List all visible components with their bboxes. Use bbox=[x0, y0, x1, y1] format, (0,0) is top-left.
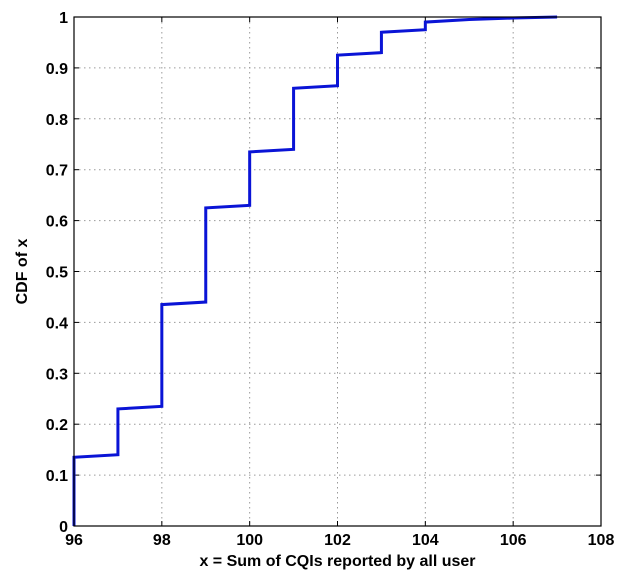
y-tick-label: 0.2 bbox=[46, 417, 68, 434]
y-tick-label: 0.6 bbox=[46, 214, 68, 231]
x-tick-label: 100 bbox=[236, 532, 263, 549]
y-tick-label: 0.3 bbox=[46, 366, 68, 383]
y-tick-label: 0.5 bbox=[46, 265, 68, 282]
y-axis-label: CDF of x bbox=[14, 239, 31, 305]
x-tick-label: 108 bbox=[588, 532, 615, 549]
y-tick-label: 1 bbox=[59, 10, 68, 27]
x-tick-label: 104 bbox=[412, 532, 439, 549]
plot-background bbox=[74, 17, 601, 526]
x-axis-label: x = Sum of CQIs reported by all user bbox=[199, 553, 475, 570]
y-tick-label: 0.9 bbox=[46, 61, 68, 78]
y-tick-label: 0.7 bbox=[46, 163, 68, 180]
series-layer bbox=[72, 15, 558, 526]
x-tick-label: 98 bbox=[153, 532, 171, 549]
y-tick-label: 0 bbox=[59, 519, 68, 536]
x-tick-label: 106 bbox=[500, 532, 527, 549]
y-tick-label: 0.1 bbox=[46, 468, 68, 485]
tick-labels: 96 98 100 102 104 106 108 0 0.1 0.2 0.3 0.4 0.5 0.6 0.… bbox=[46, 10, 615, 549]
x-tick-label: 96 bbox=[65, 532, 83, 549]
axes-frame bbox=[73, 16, 602, 527]
x-tick-label: 102 bbox=[324, 532, 351, 549]
y-tick-label: 0.8 bbox=[46, 112, 68, 129]
cdf-series-line bbox=[72, 15, 558, 526]
y-tick-label: 0.4 bbox=[46, 315, 68, 332]
